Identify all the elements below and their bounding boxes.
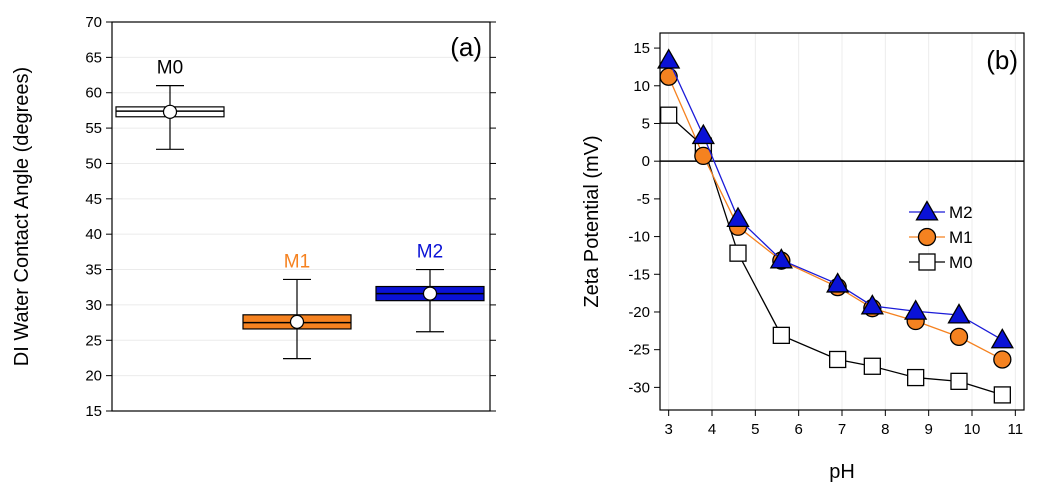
y-tick-label: 20 (85, 368, 102, 385)
y-tick-label: 15 (85, 403, 102, 420)
series-m2 (657, 48, 1014, 349)
box-m1: M1 (242, 251, 352, 360)
legend-label: M1 (949, 228, 973, 247)
y-tick-label: 70 (85, 14, 102, 31)
data-point (726, 206, 750, 228)
data-point (907, 368, 925, 387)
box-m2: M2 (375, 242, 485, 333)
data-point (990, 328, 1014, 349)
y-tick-label: -15 (628, 266, 650, 283)
panel-a-y-axis-title: DI Water Contact Angle (degrees) (11, 67, 33, 366)
y-tick-label: 55 (85, 120, 102, 137)
mean-marker (162, 104, 178, 119)
data-point (657, 48, 681, 69)
y-tick-label: 45 (85, 191, 102, 208)
data-point (950, 372, 968, 390)
data-point (769, 248, 793, 269)
y-tick-label: 5 (642, 115, 650, 132)
data-point (691, 123, 715, 145)
panel-b-gridlines (668, 33, 1016, 410)
y-tick-label: 40 (85, 226, 102, 243)
box-label-m1: M1 (284, 251, 310, 272)
legend-item-m0: M0 (909, 253, 973, 272)
x-tick-label: 7 (838, 421, 846, 438)
data-point (947, 303, 971, 324)
legend-marker (918, 253, 936, 271)
data-point (993, 386, 1011, 404)
data-point (660, 106, 678, 124)
legend-label: M2 (949, 203, 973, 222)
panel-b-legend: M2 M1 M0 (909, 200, 973, 272)
y-tick-label: 60 (85, 85, 102, 102)
panel-b-series (657, 48, 1014, 404)
legend-item-m2: M2 (909, 200, 973, 222)
mean-marker (289, 314, 305, 329)
data-point (829, 350, 847, 369)
y-tick-label: 35 (85, 262, 102, 279)
legend-label: M0 (949, 253, 973, 272)
panel-b-x-axis-title: pH (829, 461, 855, 483)
x-tick-label: 5 (751, 421, 759, 438)
legend-item-m1: M1 (909, 227, 973, 247)
series-line (668, 59, 1003, 341)
panel-a-frame (111, 21, 491, 412)
x-tick-label: 3 (664, 421, 672, 438)
box-label-m0: M0 (157, 58, 183, 79)
y-tick-label: 65 (85, 49, 102, 66)
y-tick-label: -25 (628, 342, 650, 359)
panel-b-ticks: 15 10 5 0 -5 -10 -15 -20 -25 -30 3 4 5 6 7 8 9 10 11 (628, 40, 1023, 438)
legend-marker (917, 227, 937, 247)
mean-marker (422, 286, 438, 301)
data-point (904, 299, 928, 320)
panel-b-zeta-potential: 15 10 5 0 -5 -10 -15 -20 -25 -30 3 4 5 6 7 8 9 10 11 Zeta … (581, 32, 1025, 483)
x-tick-label: 11 (1008, 421, 1024, 438)
panel-a-y-ticks: 15 20 25 30 35 40 45 50 55 60 65 70 (85, 14, 496, 420)
y-tick-label: 10 (633, 78, 650, 95)
y-tick-label: -10 (628, 229, 650, 246)
y-tick-label: -20 (628, 304, 650, 321)
box-m0: M0 (115, 58, 225, 150)
panel-b-y-axis-title: Zeta Potential (mV) (581, 135, 603, 307)
data-point (826, 272, 850, 293)
panel-a-label: (a) (450, 32, 482, 62)
y-tick-label: 15 (633, 40, 650, 57)
panel-a-gridlines (112, 21, 490, 412)
data-point (860, 294, 884, 315)
data-point (772, 326, 790, 345)
y-tick-label: -30 (628, 379, 650, 396)
x-tick-label: 8 (881, 421, 889, 438)
panel-b-label: (b) (986, 45, 1018, 75)
x-tick-label: 10 (964, 421, 981, 438)
data-point (993, 350, 1012, 369)
data-point (729, 244, 747, 262)
data-point (949, 327, 969, 347)
y-tick-label: 25 (85, 332, 102, 349)
panel-a-contact-angle: M0 M1 M2 15 20 25 30 35 40 45 50 55 60 65 70 DI Water… (11, 14, 496, 420)
panel-a-boxes: M0 M1 M2 (115, 58, 485, 360)
data-point (863, 357, 881, 375)
y-tick-label: 30 (85, 297, 102, 314)
y-tick-label: 0 (642, 153, 650, 170)
x-tick-label: 9 (924, 421, 932, 438)
box-label-m2: M2 (417, 242, 443, 263)
y-tick-label: -5 (637, 191, 650, 208)
y-tick-label: 50 (85, 155, 102, 172)
legend-marker (915, 200, 939, 221)
x-tick-label: 6 (794, 421, 802, 438)
data-point (659, 67, 678, 86)
x-tick-label: 4 (708, 421, 716, 438)
